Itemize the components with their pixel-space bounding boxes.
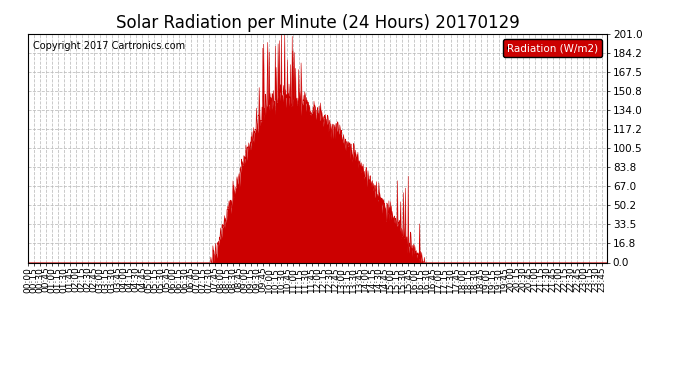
Text: Copyright 2017 Cartronics.com: Copyright 2017 Cartronics.com xyxy=(33,40,186,51)
Title: Solar Radiation per Minute (24 Hours) 20170129: Solar Radiation per Minute (24 Hours) 20… xyxy=(115,14,520,32)
Legend: Radiation (W/m2): Radiation (W/m2) xyxy=(502,39,602,57)
